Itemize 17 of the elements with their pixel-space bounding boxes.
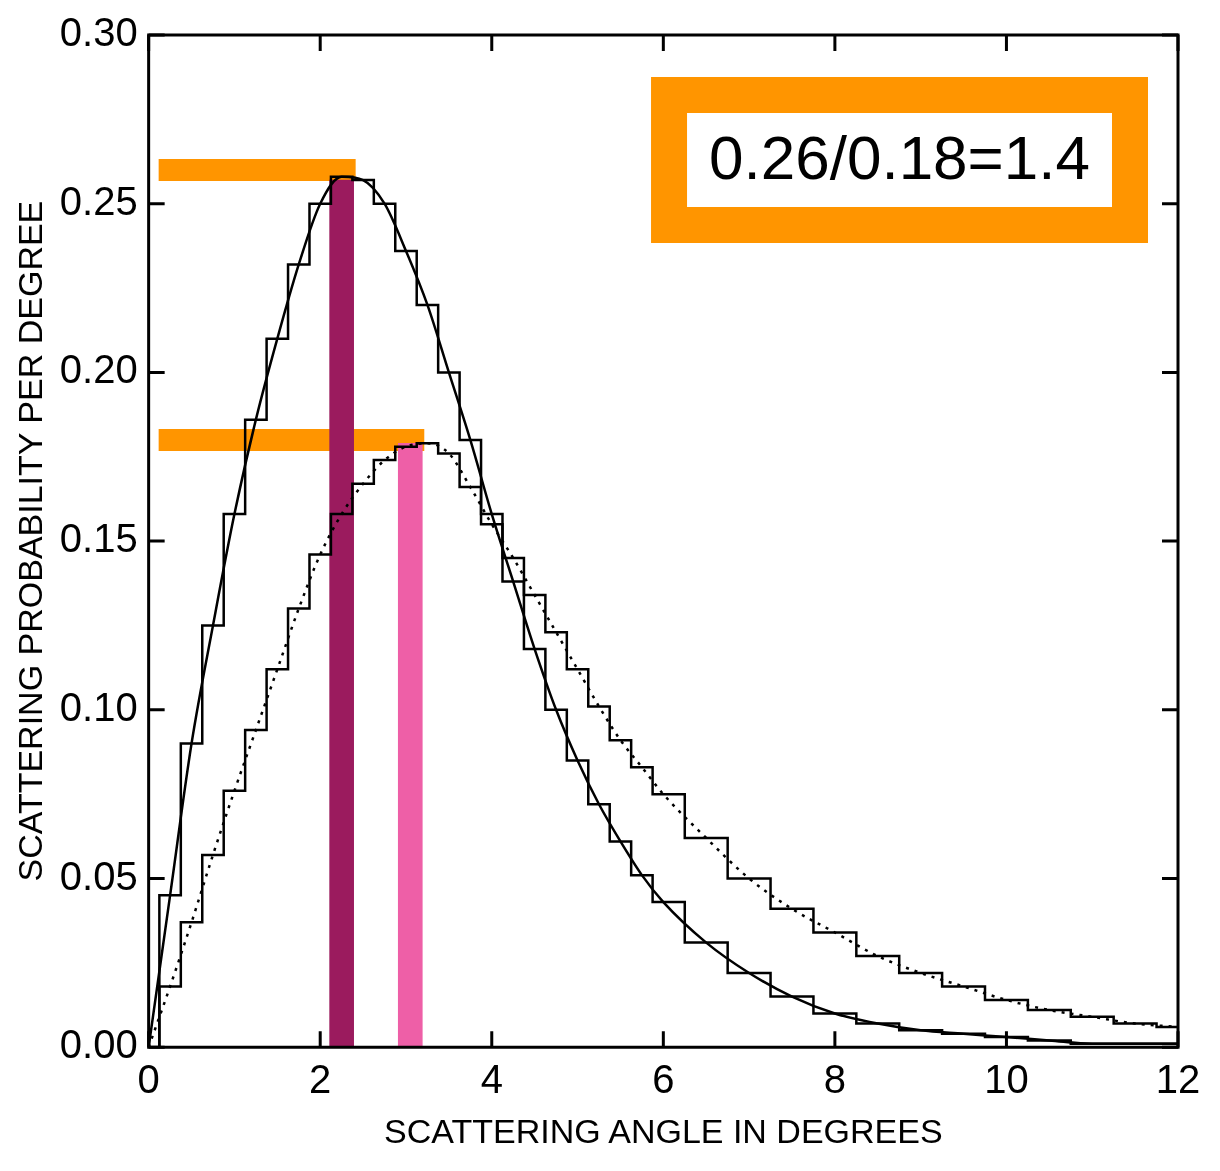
- x-tick-label: 8: [823, 1057, 847, 1102]
- x-tick-label: 10: [984, 1057, 1029, 1102]
- y-tick-label: 0.05: [59, 853, 138, 898]
- x-tick-label: 2: [309, 1057, 332, 1102]
- y-axis-title: SCATTERING PROBABILITY PER DEGREE: [10, 200, 49, 882]
- y-tick-label: 0.15: [59, 516, 138, 561]
- y-tick-label: 0.10: [59, 684, 138, 729]
- y-tick-label: 0.30: [59, 10, 138, 55]
- annotation: 0.26/0.18=1.4: [709, 123, 1090, 193]
- y-tick-label: 0.25: [59, 178, 138, 223]
- y-tick-label: 0.20: [59, 347, 138, 392]
- x-tick-label: 4: [480, 1057, 503, 1102]
- y-tick-label: 0.00: [59, 1022, 138, 1067]
- x-tick-label: 0: [137, 1057, 160, 1102]
- x-tick-label: 12: [1155, 1057, 1201, 1102]
- x-tick-label: 6: [652, 1057, 675, 1102]
- x-axis-title: SCATTERING ANGLE IN DEGREES: [384, 1111, 943, 1150]
